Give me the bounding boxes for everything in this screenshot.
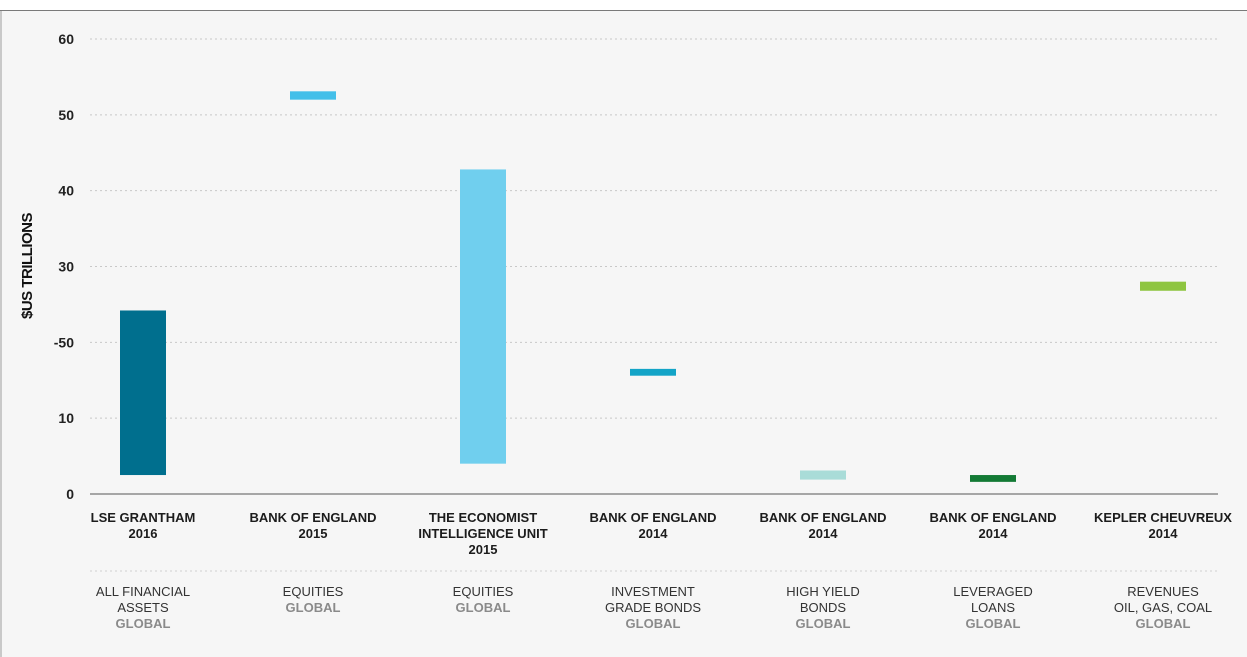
- source-label: BANK OF ENGLAND 2014: [573, 510, 733, 542]
- source-label-line: 2014: [638, 526, 668, 541]
- asset-label-line: LEVERAGED: [953, 584, 1033, 599]
- source-label-line: LSE GRANTHAM: [90, 510, 196, 525]
- y-tick-label: 0: [66, 486, 74, 502]
- region-label: GLOBAL: [285, 600, 341, 615]
- asset-label: INVESTMENT GRADE BONDS GLOBAL: [573, 584, 733, 632]
- source-label-line: 2014: [1148, 526, 1178, 541]
- source-label-line: BANK OF ENGLAND: [759, 510, 887, 525]
- bar: [1140, 281, 1186, 291]
- source-label-line: KEPLER CHEUVREUX: [1094, 510, 1232, 525]
- region-label: GLOBAL: [625, 616, 681, 631]
- bar: [460, 169, 506, 464]
- source-label-line: 2016: [128, 526, 158, 541]
- bar: [120, 310, 166, 476]
- y-tick-label: 40: [58, 183, 74, 199]
- y-tick-label: 50: [58, 107, 74, 123]
- source-label-line: 2015: [298, 526, 328, 541]
- bar: [800, 470, 846, 480]
- source-label-line: 2014: [978, 526, 1008, 541]
- asset-label-line: BONDS: [799, 600, 847, 615]
- source-label-line: 2014: [808, 526, 838, 541]
- y-axis-label: $US TRILLIONS: [19, 213, 36, 320]
- source-label: BANK OF ENGLAND 2014: [743, 510, 903, 542]
- source-label: BANK OF ENGLAND 2014: [913, 510, 1073, 542]
- asset-label-line: LOANS: [970, 600, 1016, 615]
- region-label: GLOBAL: [455, 600, 511, 615]
- asset-label: EQUITIES GLOBAL: [403, 584, 563, 616]
- y-tick-label: 60: [58, 31, 74, 47]
- y-tick-label: 30: [58, 259, 74, 275]
- source-label: BANK OF ENGLAND 2015: [233, 510, 393, 542]
- asset-label-line: ALL FINANCIAL: [95, 584, 191, 599]
- region-label: GLOBAL: [965, 616, 1021, 631]
- asset-label: REVENUES OIL, GAS, COAL GLOBAL: [1083, 584, 1243, 632]
- left-rule: [0, 11, 2, 657]
- asset-label: LEVERAGED LOANS GLOBAL: [913, 584, 1073, 632]
- source-label-line: THE ECONOMIST: [428, 510, 538, 525]
- source-label: THE ECONOMIST INTELLIGENCE UNIT 2015: [403, 510, 563, 558]
- region-label: GLOBAL: [795, 616, 851, 631]
- bar: [630, 368, 676, 376]
- source-label-line: INTELLIGENCE UNIT: [418, 526, 548, 541]
- asset-label-line: GRADE BONDS: [604, 600, 702, 615]
- asset-label-line: INVESTMENT: [611, 584, 695, 599]
- source-label-line: BANK OF ENGLAND: [589, 510, 717, 525]
- asset-label: EQUITIES GLOBAL: [233, 584, 393, 616]
- region-label: GLOBAL: [115, 616, 171, 631]
- region-label: GLOBAL: [1135, 616, 1191, 631]
- source-label: KEPLER CHEUVREUX 2014: [1083, 510, 1243, 542]
- source-label-line: BANK OF ENGLAND: [249, 510, 377, 525]
- asset-label: ALL FINANCIAL ASSETS GLOBAL: [63, 584, 223, 632]
- bar: [970, 475, 1016, 482]
- asset-label-line: EQUITIES: [452, 584, 514, 599]
- y-tick-label: 10: [58, 410, 74, 426]
- asset-label-line: HIGH YIELD: [786, 584, 860, 599]
- source-label-line: 2015: [468, 542, 498, 557]
- source-label-line: BANK OF ENGLAND: [929, 510, 1057, 525]
- asset-label-line: OIL, GAS, COAL: [1113, 600, 1213, 615]
- y-tick-label: -50: [54, 334, 74, 350]
- bar: [290, 91, 336, 100]
- asset-label-line: ASSETS: [117, 600, 169, 615]
- asset-label-line: EQUITIES: [282, 584, 344, 599]
- top-rule: [0, 0, 1247, 11]
- asset-label: HIGH YIELD BONDS GLOBAL: [743, 584, 903, 632]
- asset-label-line: REVENUES: [1127, 584, 1199, 599]
- source-label: LSE GRANTHAM 2016: [63, 510, 223, 542]
